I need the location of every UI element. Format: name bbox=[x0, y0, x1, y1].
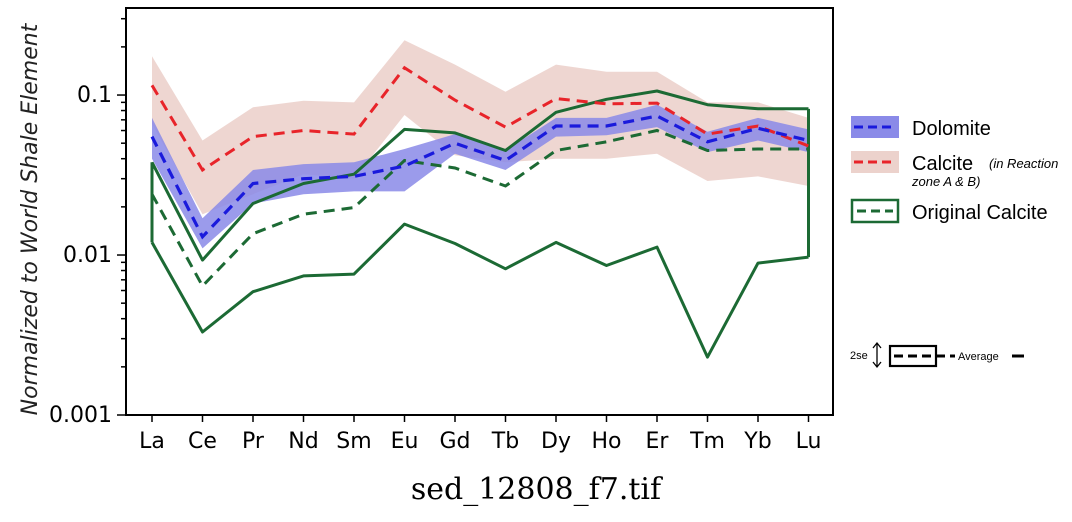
legend-label-calcite: Calcite bbox=[912, 153, 973, 175]
figure-caption: sed_12808_f7.tif bbox=[410, 472, 662, 507]
scale-key-error-label: 2se bbox=[850, 350, 868, 362]
x-tick-label-tm: Tm bbox=[689, 429, 725, 454]
plot-frame bbox=[125, 7, 834, 416]
x-tick-label-la: La bbox=[139, 429, 165, 454]
legend-swatch-original-calcite bbox=[850, 198, 900, 224]
x-tick-label-ce: Ce bbox=[188, 429, 217, 454]
original-calcite-upper-bound bbox=[150, 89, 809, 262]
x-tick-label-eu: Eu bbox=[391, 429, 419, 454]
legend-label-dolomite: Dolomite bbox=[912, 118, 991, 140]
scale-key: 2se Average bbox=[850, 341, 1024, 369]
plot-area bbox=[150, 40, 810, 359]
x-tick-label-dy: Dy bbox=[541, 429, 571, 454]
x-tick-label-lu: Lu bbox=[796, 429, 822, 454]
legend-label-original-calcite: Original Calcite bbox=[912, 202, 1048, 224]
x-tick-label-tb: Tb bbox=[491, 429, 519, 454]
x-tick-label-nd: Nd bbox=[288, 429, 318, 454]
scale-key-arrow-down bbox=[872, 361, 882, 369]
dolomite-band bbox=[152, 104, 809, 249]
legend-note-calcite-line1: (in Reaction bbox=[989, 156, 1058, 171]
y-axis-label: Normalized to World Shale Element bbox=[18, 22, 43, 415]
y-tick-label: 0.1 bbox=[77, 83, 112, 108]
scale-key-arrow-up bbox=[872, 341, 882, 349]
x-tick-label-pr: Pr bbox=[242, 429, 265, 454]
x-tick-label-yb: Yb bbox=[743, 429, 771, 454]
calcite-average-line bbox=[150, 65, 810, 173]
y-tick-label: 0.01 bbox=[63, 243, 112, 268]
original-calcite-lower-bound bbox=[150, 222, 809, 359]
axes: 0.001 0.01 0.1 La Ce Pr Nd Sm Eu Gd Tb Dy Ho Er Tm Yb Lu… bbox=[18, 7, 834, 454]
dolomite-average-line bbox=[150, 114, 809, 240]
scale-key-average-label: Average bbox=[958, 351, 999, 363]
x-tick-label-sm: Sm bbox=[336, 429, 371, 454]
x-tick-label-ho: Ho bbox=[591, 429, 621, 454]
original-calcite-average-line bbox=[150, 128, 809, 289]
x-tick-label-gd: Gd bbox=[439, 429, 470, 454]
y-tick-label: 0.001 bbox=[49, 403, 112, 428]
legend: Dolomite Calcite (in Reaction zone A & B) Or… bbox=[850, 116, 1058, 224]
legend-note-calcite-line2: zone A & B) bbox=[911, 174, 980, 189]
x-tick-label-er: Er bbox=[646, 429, 670, 454]
